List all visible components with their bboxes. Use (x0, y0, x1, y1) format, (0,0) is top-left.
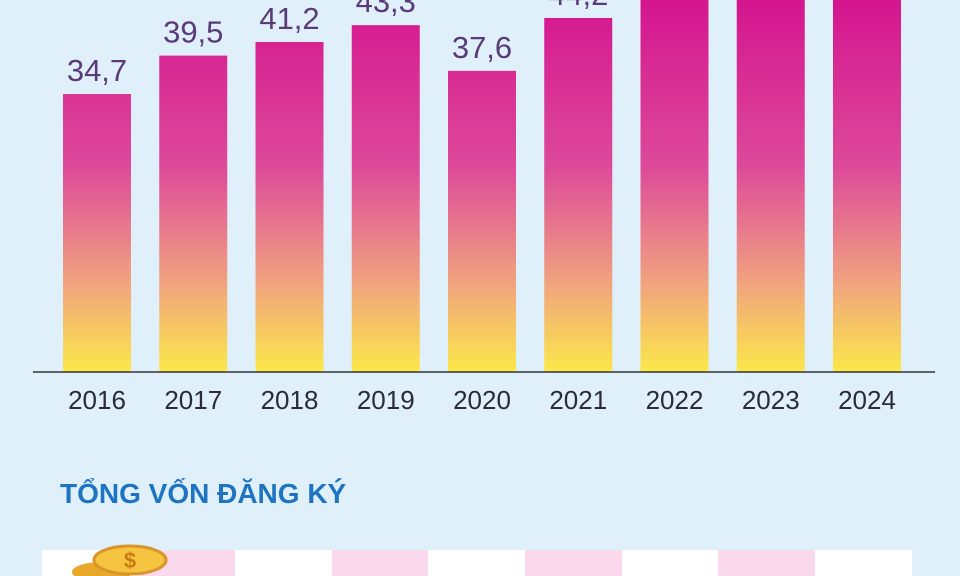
x-tick-label: 2016 (68, 385, 126, 415)
x-tick-label: 2022 (646, 385, 704, 415)
value-label: 44,2 (548, 0, 608, 12)
table-strip (42, 550, 912, 576)
bar (255, 41, 324, 372)
x-tick-label: 2017 (164, 385, 222, 415)
value-label: 39,5 (163, 15, 223, 50)
section-title: TỔNG VỐN ĐĂNG KÝ (60, 477, 347, 509)
bar (833, 0, 901, 373)
x-tick-label: 2019 (357, 385, 415, 415)
x-tick-label: 2021 (549, 385, 607, 415)
bar (448, 70, 516, 372)
bars (63, 0, 901, 373)
bar (736, 0, 805, 373)
bar (544, 17, 613, 372)
bar (640, 0, 709, 373)
value-label: 37,6 (452, 30, 512, 65)
bar (351, 25, 420, 373)
x-tick-label: 2020 (453, 385, 511, 415)
bar (63, 94, 131, 372)
value-label: 43,3 (356, 0, 416, 19)
coin-icon: $ (72, 544, 168, 576)
bar (159, 55, 228, 372)
svg-text:$: $ (124, 548, 136, 573)
value-label: 41,2 (259, 1, 319, 36)
value-label: 34,7 (67, 53, 127, 88)
x-tick-label: 2023 (742, 385, 800, 415)
x-tick-label: 2018 (261, 385, 319, 415)
x-tick-label: 2024 (838, 385, 896, 415)
